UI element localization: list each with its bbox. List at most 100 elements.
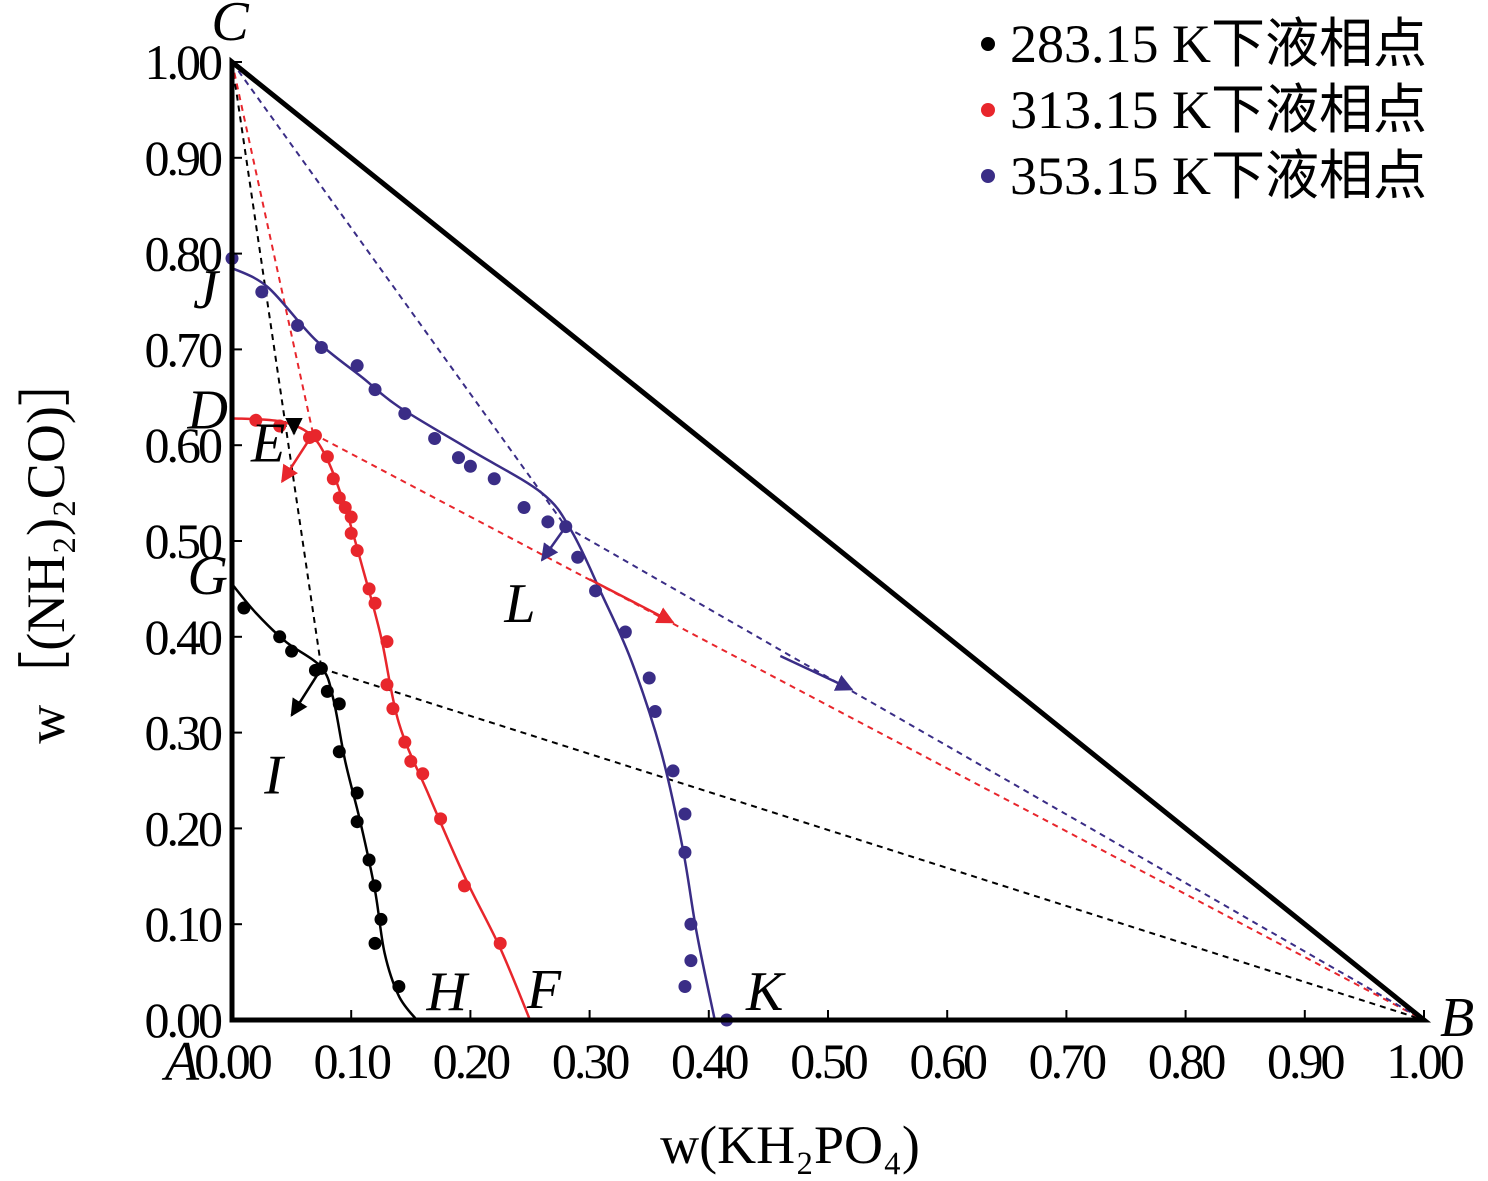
x-tick-label-8: 0.80 xyxy=(1148,1033,1226,1089)
x-tick-label-9: 0.90 xyxy=(1267,1033,1345,1089)
data-point-s2-7 xyxy=(428,431,442,445)
x-tick-label-5: 0.50 xyxy=(790,1033,868,1089)
point-label-D: D xyxy=(187,379,228,441)
data-point-s0-7 xyxy=(332,745,346,759)
data-point-s0-13 xyxy=(368,936,382,950)
data-point-s2-17 xyxy=(642,671,656,685)
point-label-L: L xyxy=(503,573,535,635)
y-tick-label-6: 0.60 xyxy=(145,417,223,473)
data-point-s2-9 xyxy=(463,459,477,473)
y-tick-label-8: 0.80 xyxy=(145,226,223,282)
x-tick-label-2: 0.20 xyxy=(433,1033,511,1089)
data-point-s2-11 xyxy=(517,500,531,514)
tie-line-0 xyxy=(231,61,323,669)
tie-line-5 xyxy=(565,525,1425,1021)
data-point-s2-16 xyxy=(618,625,632,639)
data-point-s0-12 xyxy=(374,912,388,926)
legend-label-313: 313.15 K下液相点 xyxy=(1010,80,1427,140)
data-point-s1-16 xyxy=(398,735,412,749)
x-tick-label-0: 0.00 xyxy=(194,1033,272,1089)
point-label-A: A xyxy=(161,1031,200,1093)
arrow-3 xyxy=(540,525,567,562)
data-point-s2-23 xyxy=(684,954,698,968)
data-point-s1-15 xyxy=(386,702,400,716)
data-point-s1-18 xyxy=(416,767,430,781)
data-point-s1-7 xyxy=(338,500,352,514)
data-point-s1-13 xyxy=(380,635,394,649)
tie-line-2 xyxy=(231,61,315,434)
data-point-s1-5 xyxy=(326,472,340,486)
data-point-s2-1 xyxy=(255,285,269,299)
solubility-curve-0 xyxy=(231,583,418,1021)
point-labels-layer: C JDE G I L H F K A B xyxy=(161,0,1474,1093)
data-point-s1-0 xyxy=(249,413,263,427)
data-point-s2-19 xyxy=(666,764,680,778)
data-point-s1-4 xyxy=(320,450,334,464)
x-tick-label-3: 0.30 xyxy=(552,1033,630,1089)
data-point-s0-0 xyxy=(237,601,251,615)
data-point-s0-10 xyxy=(362,853,376,867)
data-point-s2-8 xyxy=(451,451,465,465)
point-label-H: H xyxy=(426,961,470,1023)
data-point-s0-8 xyxy=(350,786,364,800)
data-point-s2-24 xyxy=(678,979,692,993)
data-point-s0-2 xyxy=(285,644,299,658)
points-layer xyxy=(225,251,734,1027)
legend-marker-313 xyxy=(981,103,995,117)
x-tick-label-7: 0.70 xyxy=(1029,1033,1107,1089)
x-tick-label-1: 0.10 xyxy=(313,1033,391,1089)
data-point-s2-22 xyxy=(684,917,698,931)
data-point-s1-12 xyxy=(368,596,382,610)
point-label-E: E xyxy=(250,413,285,475)
point-label-C: C xyxy=(211,0,249,53)
tie-line-1 xyxy=(321,667,1425,1021)
data-point-s1-20 xyxy=(457,879,471,893)
point-label-F: F xyxy=(526,959,562,1021)
x-tick-label-6: 0.60 xyxy=(909,1033,987,1089)
point-label-I: I xyxy=(263,744,285,806)
legend-marker-353 xyxy=(981,169,995,183)
data-point-s2-18 xyxy=(648,705,662,719)
arrow-1 xyxy=(281,433,315,484)
curves-layer xyxy=(231,266,716,1021)
data-point-s2-14 xyxy=(571,550,585,564)
data-point-s2-3 xyxy=(314,340,328,354)
arrow-4 xyxy=(779,654,854,691)
arrow-2 xyxy=(589,578,675,624)
data-point-s1-17 xyxy=(404,754,418,768)
point-label-B: B xyxy=(1440,987,1474,1049)
y-tick-label-0: 0.00 xyxy=(145,992,223,1048)
data-point-s2-4 xyxy=(350,359,364,373)
data-point-s0-11 xyxy=(368,879,382,893)
y-tick-label-2: 0.20 xyxy=(145,800,223,856)
y-axis-title: w［(NH₂)₂CO)］ xyxy=(16,352,76,744)
y-tick-label-7: 0.70 xyxy=(145,321,223,377)
data-point-s2-5 xyxy=(368,383,382,397)
tie-line-3 xyxy=(312,432,1425,1021)
point-label-G: G xyxy=(188,545,228,607)
legend: 283.15 K下液相点 313.15 K下液相点 353.15 K下液相点 xyxy=(981,14,1427,206)
data-point-s0-5 xyxy=(320,684,334,698)
data-point-s0-9 xyxy=(350,815,364,829)
data-point-s2-15 xyxy=(589,584,603,598)
data-point-s0-14 xyxy=(392,979,406,993)
data-point-s1-8 xyxy=(344,510,358,524)
data-point-s1-1 xyxy=(273,419,287,433)
data-point-s2-12 xyxy=(541,515,555,529)
x-axis-title: w(KH₂PO₄) xyxy=(660,1115,920,1175)
solubility-curve-2 xyxy=(231,266,716,1021)
data-point-s2-20 xyxy=(678,807,692,821)
data-point-s2-6 xyxy=(398,407,412,421)
y-tick-label-4: 0.40 xyxy=(145,609,223,665)
data-point-s2-10 xyxy=(487,472,501,486)
arrows-layer xyxy=(281,417,854,717)
legend-label-283: 283.15 K下液相点 xyxy=(1010,14,1427,74)
arrow-0 xyxy=(290,667,323,717)
data-point-s0-6 xyxy=(332,697,346,711)
point-label-J: J xyxy=(193,259,221,321)
data-point-s1-10 xyxy=(350,544,364,558)
y-tick-label-3: 0.30 xyxy=(145,705,223,761)
data-point-s1-11 xyxy=(362,582,376,596)
data-point-s0-1 xyxy=(273,630,287,644)
